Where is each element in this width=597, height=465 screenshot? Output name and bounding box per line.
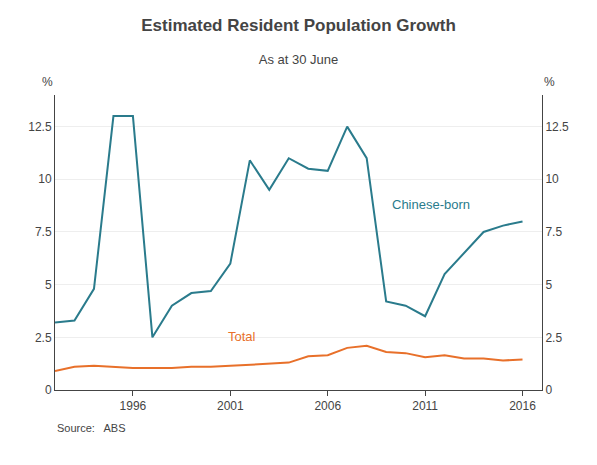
- svg-text:12.5: 12.5: [28, 120, 52, 134]
- svg-text:5: 5: [45, 278, 52, 292]
- svg-text:5: 5: [545, 278, 552, 292]
- svg-text:10: 10: [545, 172, 559, 186]
- svg-text:10: 10: [38, 172, 52, 186]
- svg-text:7.5: 7.5: [35, 225, 52, 239]
- svg-text:2.5: 2.5: [545, 331, 562, 345]
- svg-text:12.5: 12.5: [545, 120, 569, 134]
- svg-text:2006: 2006: [314, 399, 341, 413]
- svg-text:%: %: [544, 75, 555, 89]
- svg-text:1996: 1996: [120, 399, 147, 413]
- svg-text:2011: 2011: [412, 399, 438, 413]
- svg-text:2001: 2001: [217, 399, 244, 413]
- svg-text:0: 0: [545, 383, 552, 397]
- svg-text:0: 0: [45, 383, 52, 397]
- svg-text:2016: 2016: [509, 399, 536, 413]
- svg-text:Total: Total: [228, 329, 256, 344]
- svg-text:Estimated Resident Population: Estimated Resident Population Growth: [141, 16, 456, 35]
- svg-text:As at 30 June: As at 30 June: [259, 52, 339, 67]
- svg-text:Source: ABS: Source: ABS: [57, 422, 125, 434]
- svg-text:%: %: [42, 75, 53, 89]
- svg-text:7.5: 7.5: [545, 225, 562, 239]
- svg-text:Chinese-born: Chinese-born: [392, 197, 470, 212]
- svg-text:2.5: 2.5: [35, 331, 52, 345]
